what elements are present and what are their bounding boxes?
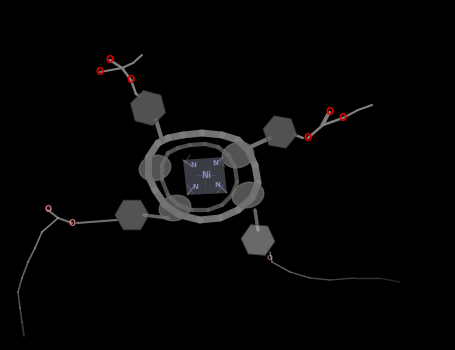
Text: O: O: [96, 67, 104, 77]
Polygon shape: [131, 91, 165, 125]
Text: N: N: [212, 160, 218, 166]
Text: O: O: [45, 205, 51, 215]
Ellipse shape: [232, 182, 264, 208]
Text: O: O: [304, 133, 312, 143]
Text: O: O: [267, 255, 273, 261]
Text: N: N: [214, 182, 220, 188]
Polygon shape: [263, 116, 297, 148]
Polygon shape: [183, 157, 227, 195]
Polygon shape: [115, 200, 149, 230]
Ellipse shape: [139, 155, 171, 181]
Text: O: O: [127, 75, 135, 85]
Text: N: N: [192, 184, 198, 190]
Text: O: O: [339, 113, 347, 123]
Text: N: N: [190, 162, 196, 168]
Text: O: O: [106, 55, 114, 65]
Ellipse shape: [222, 142, 254, 168]
Polygon shape: [241, 225, 275, 256]
Text: O: O: [69, 218, 76, 228]
Text: O: O: [326, 107, 334, 117]
Text: Ni: Ni: [201, 172, 211, 181]
Ellipse shape: [159, 195, 191, 221]
